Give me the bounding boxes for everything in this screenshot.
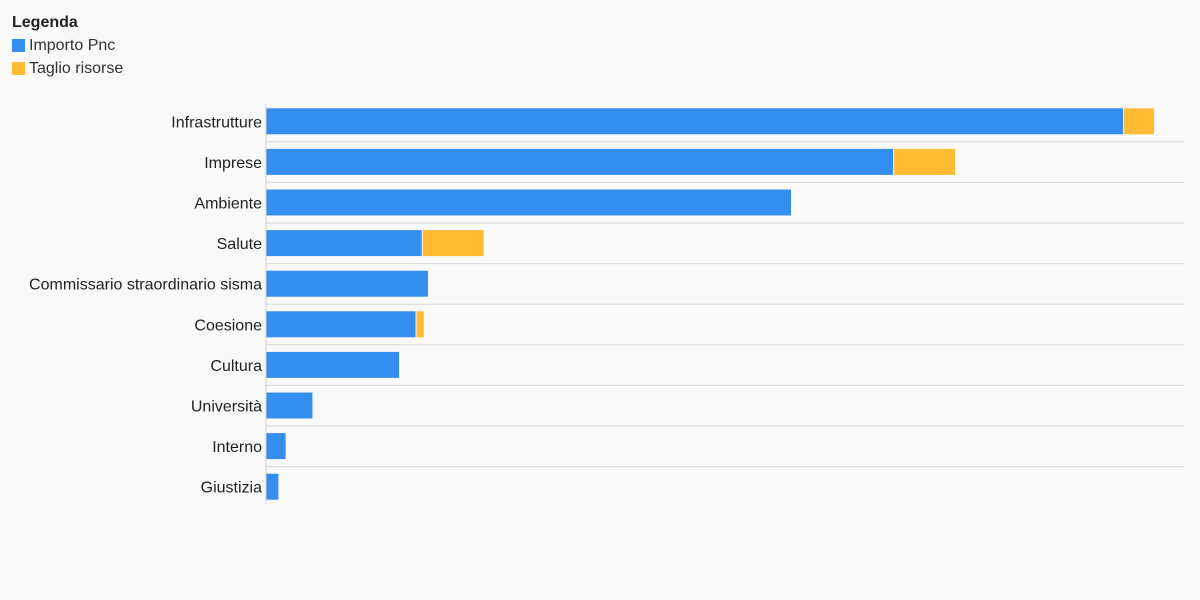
- bar-importo-pnc-imprese: [266, 148, 894, 175]
- bar-importo-pnc-universita: [266, 392, 313, 419]
- bar-importo-pnc-cultura: [266, 351, 400, 378]
- bar-taglio-risorse-infrastrutture: [1124, 108, 1155, 135]
- category-label-infrastrutture: Infrastrutture: [171, 114, 262, 131]
- legend: Legenda Importo Pnc Taglio risorse: [12, 12, 123, 80]
- legend-item-taglio: Taglio risorse: [12, 57, 123, 80]
- category-label-coesione: Coesione: [194, 317, 262, 334]
- legend-label-taglio: Taglio risorse: [29, 60, 124, 77]
- bar-importo-pnc-coesione: [266, 311, 416, 338]
- legend-title: Legenda: [12, 14, 78, 31]
- category-label-cultura: Cultura: [210, 358, 262, 375]
- category-label-commissario-straordinario-sisma: Commissario straordinario sisma: [29, 277, 262, 294]
- category-label-universita: Università: [191, 399, 262, 416]
- bar-taglio-risorse-imprese: [894, 148, 956, 175]
- bar-importo-pnc-infrastrutture: [266, 108, 1124, 135]
- legend-swatch-taglio: [12, 62, 25, 75]
- bar-importo-pnc-giustizia: [266, 473, 279, 500]
- bar-importo-pnc-commissario-straordinario-sisma: [266, 270, 428, 297]
- category-label-interno: Interno: [212, 439, 262, 456]
- category-label-giustizia: Giustizia: [201, 480, 262, 497]
- legend-swatch-importo: [12, 39, 25, 52]
- bar-importo-pnc-interno: [266, 433, 286, 460]
- legend-label-importo: Importo Pnc: [29, 37, 116, 54]
- bar-taglio-risorse-coesione: [416, 311, 424, 338]
- category-label-ambiente: Ambiente: [194, 196, 262, 213]
- bar-importo-pnc-salute: [266, 230, 422, 257]
- bar-taglio-risorse-salute: [422, 230, 484, 257]
- category-label-imprese: Imprese: [204, 155, 262, 172]
- legend-item-importo: Importo Pnc: [12, 34, 123, 57]
- category-label-salute: Salute: [217, 236, 262, 253]
- bar-importo-pnc-ambiente: [266, 189, 792, 216]
